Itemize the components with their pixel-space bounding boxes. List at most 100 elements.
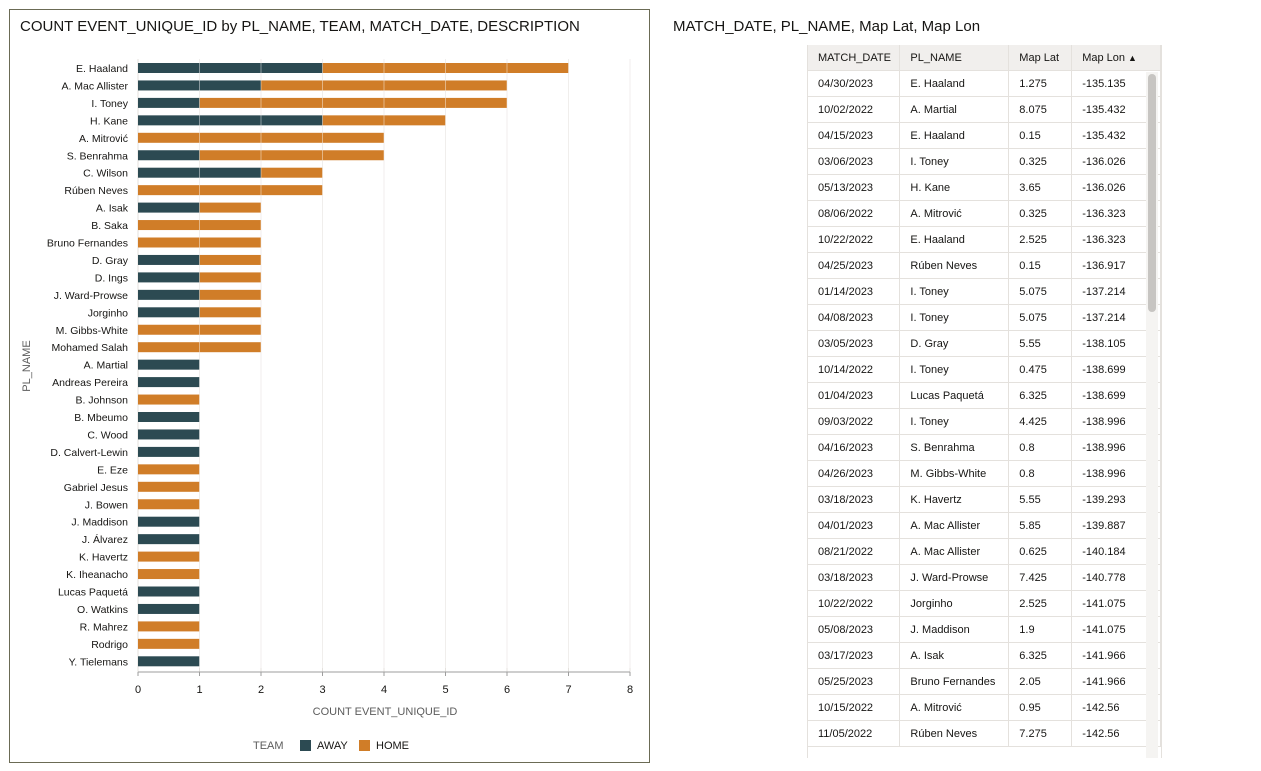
x-tick-label: 4 <box>381 684 387 696</box>
column-header-pl-name[interactable]: PL_NAME <box>899 45 1010 71</box>
cell-match-date: 05/13/2023 <box>808 174 901 201</box>
legend-swatch-home <box>359 740 370 751</box>
y-tick-label: B. Mbeumo <box>74 412 128 424</box>
cell-map-lat: 2.525 <box>1008 590 1073 617</box>
cell-pl-name: Bruno Fernandes <box>899 668 1010 695</box>
legend-label-away: AWAY <box>317 740 348 752</box>
cell-pl-name: J. Ward-Prowse <box>899 564 1010 591</box>
cell-match-date: 03/18/2023 <box>808 564 901 591</box>
cell-map-lat: 0.325 <box>1008 200 1073 227</box>
table-row[interactable]: 03/06/2023 I. Toney 0.325 -136.026 <box>808 148 1161 175</box>
bar-home <box>261 167 323 178</box>
cell-pl-name: A. Mitrović <box>899 200 1010 227</box>
table-row[interactable]: 05/25/2023 Bruno Fernandes 2.05 -141.966 <box>808 668 1161 695</box>
bar-home <box>138 638 200 649</box>
y-tick-label: O. Watkins <box>77 604 128 616</box>
cell-map-lat: 0.8 <box>1008 460 1073 487</box>
bar-home <box>199 272 261 283</box>
cell-match-date: 01/14/2023 <box>808 278 901 305</box>
cell-match-date: 10/15/2022 <box>808 694 901 721</box>
x-tick-label: 3 <box>319 684 325 696</box>
chart-title: COUNT EVENT_UNIQUE_ID by PL_NAME, TEAM, … <box>20 18 580 35</box>
bar-away <box>138 603 200 614</box>
cell-map-lon: -140.184 <box>1071 538 1161 565</box>
cell-pl-name: M. Gibbs-White <box>899 460 1010 487</box>
bar-home <box>138 481 200 492</box>
x-tick-label: 1 <box>196 684 202 696</box>
cell-match-date: 10/02/2022 <box>808 96 901 123</box>
column-header-match-date[interactable]: MATCH_DATE <box>808 45 901 71</box>
cell-pl-name: E. Haaland <box>899 122 1010 149</box>
cell-map-lat: 8.075 <box>1008 96 1073 123</box>
column-header-map-lon[interactable]: Map Lon ▲ <box>1071 45 1161 71</box>
table-row[interactable]: 10/22/2022 E. Haaland 2.525 -136.323 <box>808 226 1161 253</box>
cell-map-lat: 0.15 <box>1008 252 1073 279</box>
cell-map-lat: 0.475 <box>1008 356 1073 383</box>
y-tick-label: A. Mac Allister <box>61 80 128 92</box>
table-scrollbar-thumb[interactable] <box>1148 74 1156 312</box>
cell-pl-name: I. Toney <box>899 304 1010 331</box>
bar-away <box>138 377 200 388</box>
y-tick-label: Y. Tielemans <box>69 656 128 668</box>
table-row[interactable]: 01/04/2023 Lucas Paquetá 6.325 -138.699 <box>808 382 1161 409</box>
bar-home <box>138 185 323 196</box>
cell-match-date: 03/17/2023 <box>808 642 901 669</box>
cell-match-date: 09/03/2022 <box>808 408 901 435</box>
x-tick-label: 0 <box>135 684 141 696</box>
table-row[interactable]: 10/02/2022 A. Martial 8.075 -135.432 <box>808 96 1161 123</box>
table-row[interactable]: 10/14/2022 I. Toney 0.475 -138.699 <box>808 356 1161 383</box>
table-row[interactable]: 04/01/2023 A. Mac Allister 5.85 -139.887 <box>808 512 1161 539</box>
table-row[interactable]: 03/05/2023 D. Gray 5.55 -138.105 <box>808 330 1161 357</box>
cell-match-date: 04/30/2023 <box>808 70 901 97</box>
table-row[interactable]: 03/18/2023 K. Havertz 5.55 -139.293 <box>808 486 1161 513</box>
cell-pl-name: E. Haaland <box>899 226 1010 253</box>
y-tick-label: J. Álvarez <box>82 533 128 546</box>
cell-pl-name: Rúben Neves <box>899 252 1010 279</box>
cell-match-date: 05/08/2023 <box>808 616 901 643</box>
table-row[interactable]: 05/13/2023 H. Kane 3.65 -136.026 <box>808 174 1161 201</box>
cell-pl-name: E. Haaland <box>899 70 1010 97</box>
bar-home <box>138 621 200 632</box>
table-row[interactable]: 04/26/2023 M. Gibbs-White 0.8 -138.996 <box>808 460 1161 487</box>
cell-match-date: 03/06/2023 <box>808 148 901 175</box>
table-row[interactable]: 03/17/2023 A. Isak 6.325 -141.966 <box>808 642 1161 669</box>
cell-match-date: 04/15/2023 <box>808 122 901 149</box>
table-row[interactable]: 04/15/2023 E. Haaland 0.15 -135.432 <box>808 122 1161 149</box>
y-axis-title: PL_NAME <box>21 340 33 391</box>
y-tick-label: Bruno Fernandes <box>47 238 128 250</box>
y-tick-label: A. Mitrović <box>79 133 128 145</box>
table-row[interactable]: 10/15/2022 A. Mitrović 0.95 -142.56 <box>808 694 1161 721</box>
table-row[interactable]: 05/08/2023 J. Maddison 1.9 -141.075 <box>808 616 1161 643</box>
table-row[interactable]: 09/03/2022 I. Toney 4.425 -138.996 <box>808 408 1161 435</box>
bar-home <box>199 289 261 300</box>
table-row[interactable]: 10/22/2022 Jorginho 2.525 -141.075 <box>808 590 1161 617</box>
bar-away <box>138 359 200 370</box>
column-header-map-lat[interactable]: Map Lat <box>1008 45 1073 71</box>
bar-home <box>138 499 200 510</box>
table-row[interactable]: 03/18/2023 J. Ward-Prowse 7.425 -140.778 <box>808 564 1161 591</box>
cell-map-lat: 0.15 <box>1008 122 1073 149</box>
cell-map-lat: 5.55 <box>1008 330 1073 357</box>
table-row[interactable]: 04/16/2023 S. Benrahma 0.8 -138.996 <box>808 434 1161 461</box>
table-row[interactable]: 04/25/2023 Rúben Neves 0.15 -136.917 <box>808 252 1161 279</box>
bar-away <box>138 289 200 300</box>
x-tick-label: 6 <box>504 684 510 696</box>
cell-match-date: 10/22/2022 <box>808 226 901 253</box>
cell-map-lat: 7.275 <box>1008 720 1073 747</box>
cell-pl-name: I. Toney <box>899 148 1010 175</box>
table-row[interactable]: 01/14/2023 I. Toney 5.075 -137.214 <box>808 278 1161 305</box>
y-tick-label: K. Havertz <box>79 552 128 564</box>
y-tick-label: B. Saka <box>91 220 128 232</box>
table-row[interactable]: 11/05/2022 Rúben Neves 7.275 -142.56 <box>808 720 1161 747</box>
y-tick-label: A. Isak <box>96 203 129 215</box>
y-tick-label: I. Toney <box>91 98 128 110</box>
cell-map-lat: 5.55 <box>1008 486 1073 513</box>
cell-map-lat: 5.85 <box>1008 512 1073 539</box>
cell-map-lat: 5.075 <box>1008 304 1073 331</box>
cell-pl-name: A. Mac Allister <box>899 512 1010 539</box>
table-row[interactable]: 04/08/2023 I. Toney 5.075 -137.214 <box>808 304 1161 331</box>
table-row[interactable]: 08/06/2022 A. Mitrović 0.325 -136.323 <box>808 200 1161 227</box>
sort-ascending-icon[interactable]: ▲ <box>1128 52 1137 63</box>
table-row[interactable]: 04/30/2023 E. Haaland 1.275 -135.135 <box>808 70 1161 97</box>
table-row[interactable]: 08/21/2022 A. Mac Allister 0.625 -140.184 <box>808 538 1161 565</box>
